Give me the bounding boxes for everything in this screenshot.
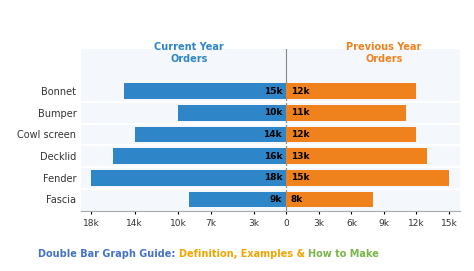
Bar bbox=[286, 148, 427, 164]
Text: Double Bar Graph Guide:: Double Bar Graph Guide: bbox=[38, 249, 179, 259]
Bar bbox=[178, 105, 286, 121]
Bar bbox=[189, 192, 286, 207]
Text: 15k: 15k bbox=[291, 173, 309, 182]
Text: 12k: 12k bbox=[291, 86, 309, 96]
Bar bbox=[124, 83, 286, 99]
Text: 16k: 16k bbox=[264, 151, 282, 161]
Text: 12k: 12k bbox=[291, 130, 309, 139]
Text: 11k: 11k bbox=[291, 108, 309, 117]
Text: Definition, Examples &: Definition, Examples & bbox=[179, 249, 308, 259]
Bar bbox=[286, 127, 417, 142]
Text: 10k: 10k bbox=[264, 108, 282, 117]
Bar bbox=[113, 148, 286, 164]
Text: Current Year
Orders: Current Year Orders bbox=[154, 42, 224, 64]
Text: 8k: 8k bbox=[291, 195, 303, 204]
Text: 15k: 15k bbox=[264, 86, 282, 96]
Text: 13k: 13k bbox=[291, 151, 309, 161]
Bar bbox=[91, 170, 286, 186]
Text: How to Make: How to Make bbox=[308, 249, 379, 259]
Bar bbox=[135, 127, 286, 142]
Bar bbox=[286, 105, 406, 121]
Bar bbox=[286, 170, 449, 186]
Text: 18k: 18k bbox=[264, 173, 282, 182]
Text: Previous Year
Orders: Previous Year Orders bbox=[346, 42, 422, 64]
Text: 9k: 9k bbox=[270, 195, 282, 204]
Bar bbox=[286, 192, 373, 207]
Bar bbox=[286, 83, 417, 99]
Text: 14k: 14k bbox=[264, 130, 282, 139]
